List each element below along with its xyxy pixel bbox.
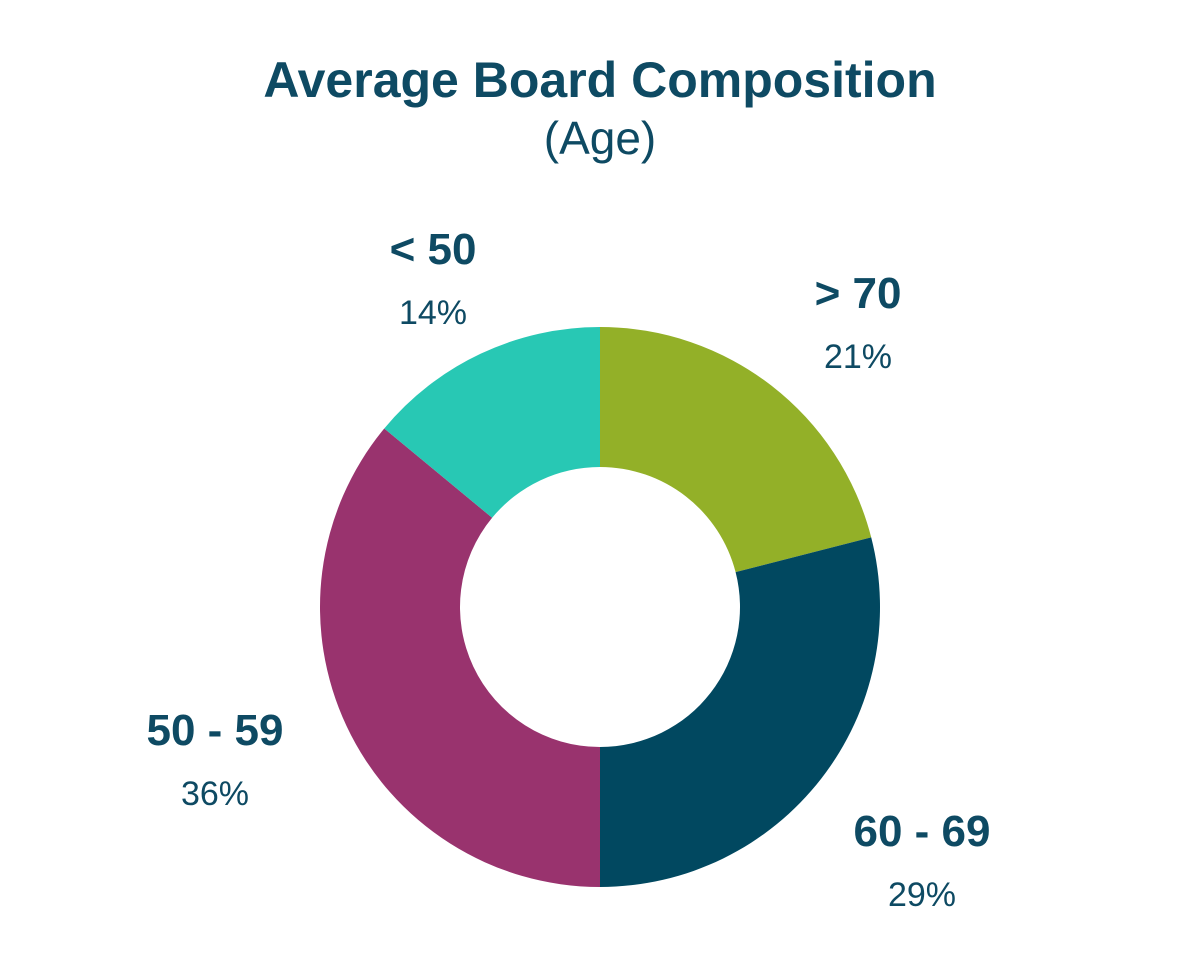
slice-value-label-2: 36%	[181, 775, 249, 813]
slice-value-label-1: 29%	[888, 876, 956, 914]
slice-3	[384, 327, 600, 518]
chart-title: Average Board Composition	[263, 52, 937, 108]
slice-0	[600, 327, 872, 573]
slice-1	[600, 537, 880, 887]
slice-label-3: < 50	[390, 225, 477, 274]
slice-value-label-3: 14%	[399, 294, 467, 332]
chart-subtitle: (Age)	[543, 112, 657, 164]
slice-label-2: 50 - 59	[147, 706, 284, 755]
slice-value-label-0: 21%	[824, 338, 892, 376]
slice-label-1: 60 - 69	[854, 807, 991, 856]
slice-label-0: > 70	[815, 269, 902, 318]
slice-2	[319, 428, 600, 887]
